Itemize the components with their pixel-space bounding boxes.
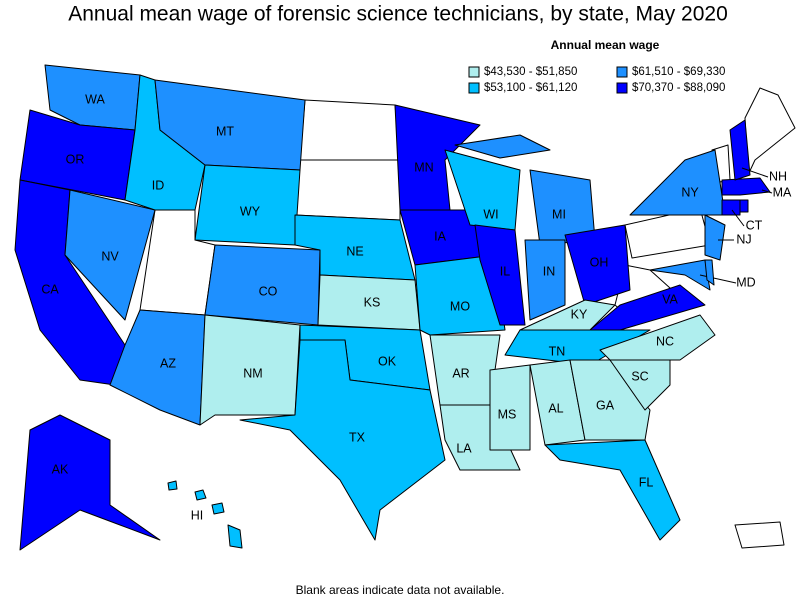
state-label: OK	[378, 354, 397, 368]
state-label: AL	[548, 401, 563, 415]
state	[739, 199, 749, 213]
legend-swatch	[468, 82, 480, 94]
state	[589, 284, 706, 331]
state-label: AR	[452, 366, 469, 380]
state-label: IL	[500, 264, 510, 278]
leader-line	[731, 209, 745, 227]
state-label: GA	[596, 398, 615, 412]
leader-line	[761, 189, 773, 194]
legend-swatch	[616, 66, 628, 78]
state-label: IA	[434, 229, 446, 243]
state-label: MD	[736, 275, 755, 289]
state	[167, 480, 243, 549]
legend-swatch	[616, 82, 628, 94]
state-label: NV	[101, 249, 119, 263]
state-label: KY	[571, 307, 588, 321]
state	[649, 259, 711, 291]
state	[524, 239, 566, 321]
legend-label: $70,370 - $88,090	[632, 82, 725, 94]
state	[394, 104, 481, 211]
state-label: CT	[746, 218, 763, 232]
state-label: MA	[773, 185, 792, 199]
leader-line	[741, 167, 769, 178]
state-label: MI	[552, 207, 566, 221]
state-label: TN	[549, 344, 566, 358]
state-label: KS	[364, 295, 381, 309]
states: WA OR CA NV ID MT WY CO AZ NM NE KS OK TX MN IA MO AR LA WI…	[14, 64, 792, 551]
state-label: AK	[52, 462, 69, 476]
state-label: MT	[216, 124, 234, 138]
state-label: WA	[85, 92, 105, 106]
state	[629, 149, 726, 216]
state-north-dakota	[299, 99, 401, 161]
state-label: NE	[346, 244, 363, 258]
state-label: FL	[639, 475, 654, 489]
state-label: SC	[631, 369, 648, 383]
state	[599, 314, 716, 361]
state	[239, 339, 446, 541]
legend-label: $53,100 - $61,120	[484, 82, 577, 94]
state	[489, 364, 531, 451]
no-data-states	[139, 87, 796, 549]
state-label: NC	[656, 334, 674, 348]
map-title: Annual mean wage of forensic science tec…	[68, 3, 728, 26]
state	[19, 414, 161, 551]
state-label: ID	[152, 178, 165, 192]
state-label: TX	[349, 430, 366, 444]
legend-title: Annual mean wage	[551, 38, 660, 52]
state-label: HI	[191, 508, 204, 522]
state-south-dakota	[294, 159, 401, 221]
legend-swatch	[468, 66, 480, 78]
state-maine	[744, 87, 796, 176]
state-label: MS	[498, 407, 517, 421]
legend-label: $43,530 - $51,850	[484, 66, 577, 78]
state	[721, 177, 771, 196]
state-label: CO	[259, 284, 278, 298]
state	[544, 439, 681, 541]
state	[439, 404, 521, 471]
leader-line	[699, 274, 737, 284]
state	[564, 224, 631, 306]
state	[704, 259, 715, 286]
state-label: NY	[681, 185, 699, 199]
state-label: AZ	[160, 356, 176, 370]
state-label: WY	[240, 204, 261, 218]
state-label: MN	[414, 160, 433, 174]
state-label: IN	[543, 264, 556, 278]
state-label: OH	[590, 255, 609, 269]
state-label: MO	[450, 299, 470, 313]
state	[109, 309, 206, 426]
state-label: CA	[41, 282, 59, 296]
state-label: NJ	[736, 232, 751, 246]
state	[199, 314, 301, 426]
puerto-rico	[734, 521, 785, 549]
state	[729, 119, 751, 181]
state-label: NH	[769, 169, 787, 183]
footnote: Blank areas indicate data not available.	[296, 583, 505, 597]
state	[64, 189, 156, 321]
state-label: WI	[483, 207, 498, 221]
state-label: LA	[456, 441, 472, 455]
legend-label: $61,510 - $69,330	[632, 66, 725, 78]
state-label: VA	[662, 292, 678, 306]
state	[721, 199, 741, 216]
state	[474, 224, 526, 326]
state	[569, 359, 651, 441]
state	[704, 214, 726, 261]
state-label: NM	[243, 366, 262, 380]
state-label: OR	[66, 152, 85, 166]
